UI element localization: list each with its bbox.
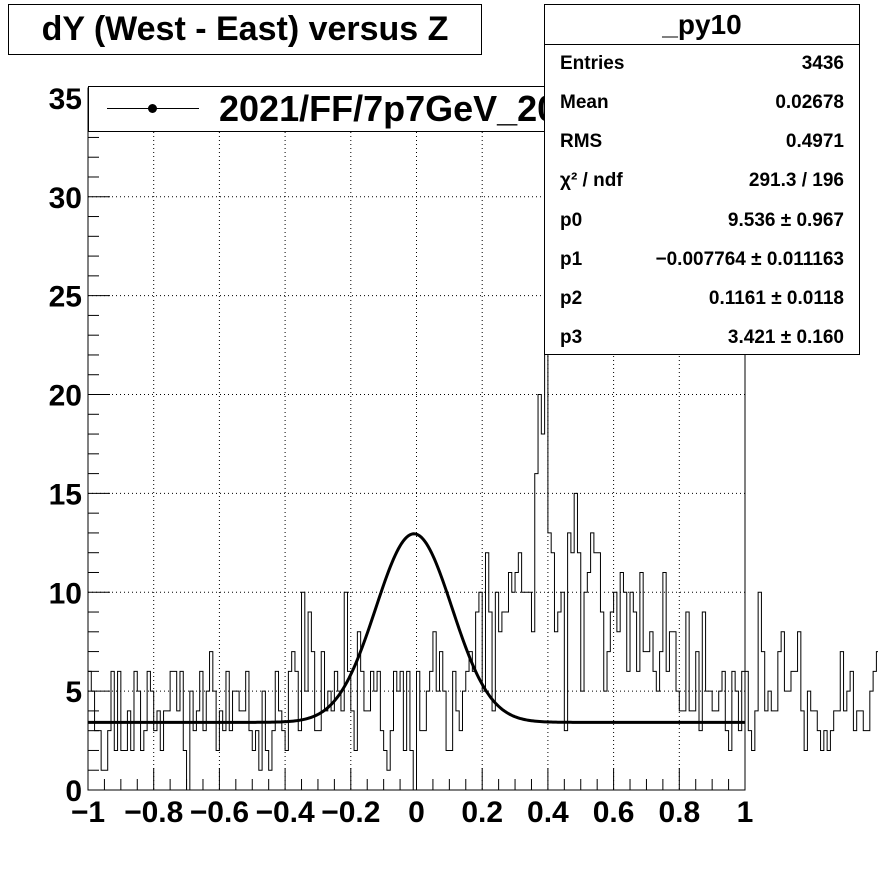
x-tick-label: 1 bbox=[737, 796, 754, 829]
x-tick-label: −1 bbox=[71, 796, 105, 829]
stats-label: p0 bbox=[560, 210, 583, 231]
stats-value: 3.421 ± 0.160 bbox=[727, 327, 844, 348]
x-tick-label: −0.8 bbox=[124, 796, 183, 829]
y-tick-label: 15 bbox=[49, 478, 82, 511]
x-tick-label: 0.2 bbox=[461, 796, 503, 829]
stats-row-p3: p3 3.421 ± 0.160 bbox=[560, 323, 844, 353]
y-tick-label: 10 bbox=[49, 577, 82, 610]
chart-title: dY (West - East) versus Z bbox=[8, 4, 482, 55]
fit-curve bbox=[88, 532, 745, 724]
stats-value: 0.1161 ± 0.0118 bbox=[708, 288, 844, 309]
stats-label: Entries bbox=[560, 53, 625, 74]
stats-row-chi2: χ² / ndf 291.3 / 196 bbox=[560, 166, 844, 196]
legend: 2021/FF/7p7GeV_2021 bbox=[88, 86, 614, 132]
legend-marker-icon bbox=[148, 104, 157, 113]
y-tick-label: 30 bbox=[49, 182, 82, 215]
x-tick-label: 0.8 bbox=[658, 796, 700, 829]
stats-value: −0.007764 ± 0.011163 bbox=[655, 249, 844, 270]
y-tick-label: 20 bbox=[49, 380, 82, 413]
stats-row-p0: p0 9.536 ± 0.967 bbox=[560, 206, 844, 236]
x-tick-label: 0.6 bbox=[593, 796, 635, 829]
stats-value: 0.02678 bbox=[775, 92, 844, 113]
stats-row-rms: RMS 0.4971 bbox=[560, 127, 844, 157]
stats-value: 0.4971 bbox=[785, 131, 844, 152]
stats-label: χ² / ndf bbox=[560, 170, 623, 191]
y-tick-label: 35 bbox=[49, 83, 82, 116]
stats-value: 291.3 / 196 bbox=[748, 170, 844, 191]
stats-row-p2: p2 0.1161 ± 0.0118 bbox=[560, 284, 844, 314]
legend-label: 2021/FF/7p7GeV_2021 bbox=[219, 88, 598, 129]
x-tick-label: −0.2 bbox=[321, 796, 380, 829]
stats-label: p1 bbox=[560, 249, 583, 270]
x-tick-label: −0.6 bbox=[190, 796, 249, 829]
y-tick-label: 5 bbox=[65, 676, 82, 709]
stats-label: RMS bbox=[560, 131, 603, 152]
stats-label: p2 bbox=[560, 288, 583, 309]
stats-value: 3436 bbox=[801, 53, 844, 74]
y-tick-label: 25 bbox=[49, 281, 82, 314]
stats-label: Mean bbox=[560, 92, 609, 113]
y-tick-label: 0 bbox=[65, 775, 82, 808]
stats-row-mean: Mean 0.02678 bbox=[560, 88, 844, 118]
stats-label: p3 bbox=[560, 327, 583, 348]
x-tick-label: 0.4 bbox=[527, 796, 569, 829]
stats-value: 9.536 ± 0.967 bbox=[727, 210, 844, 231]
stats-row-entries: Entries 3436 bbox=[560, 49, 844, 79]
stats-row-p1: p1 −0.007764 ± 0.011163 bbox=[560, 245, 844, 275]
stats-title: _py10 bbox=[545, 5, 859, 45]
stats-box: _py10 Entries 3436 Mean 0.02678 RMS 0.49… bbox=[544, 4, 860, 355]
x-tick-label: 0 bbox=[408, 796, 425, 829]
histogram-series bbox=[87, 117, 878, 791]
x-tick-label: −0.4 bbox=[255, 796, 315, 829]
